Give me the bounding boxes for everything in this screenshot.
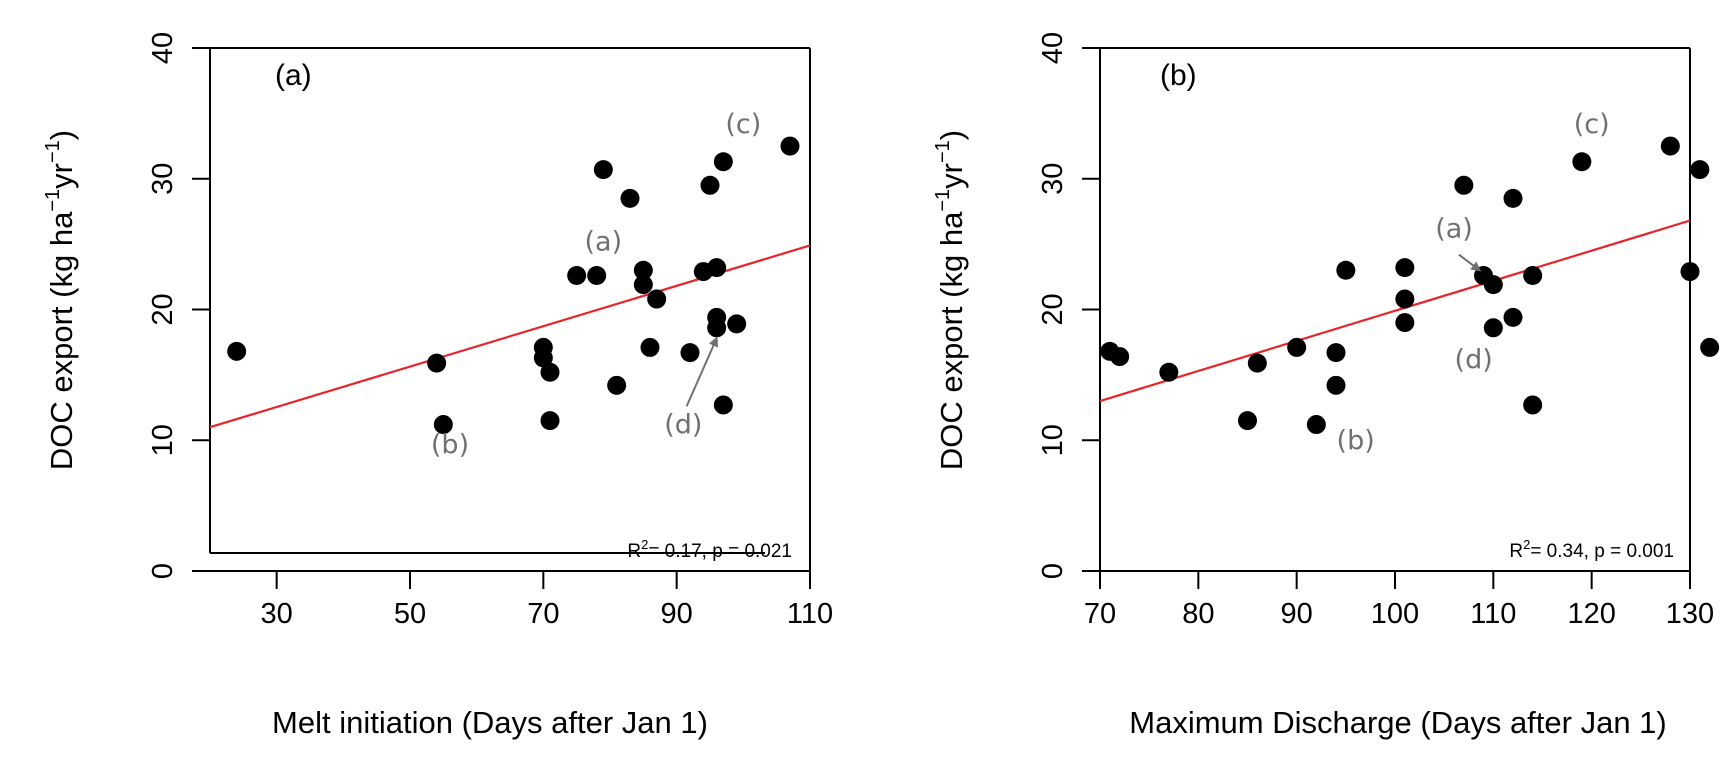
data-point xyxy=(1483,318,1503,338)
data-point xyxy=(227,341,247,361)
data-point xyxy=(1660,136,1680,156)
data-point xyxy=(1247,353,1267,373)
data-point xyxy=(1395,289,1415,309)
data-point xyxy=(700,175,720,195)
data-point xyxy=(1572,152,1592,172)
annotation-label: (b) xyxy=(431,429,469,460)
panel-a: 0 10 20 30 40 30 50 70 90 110 (a) (b) (c) (d) (a) R2… xyxy=(42,32,833,740)
data-point xyxy=(1110,347,1130,367)
data-point xyxy=(1326,343,1346,363)
data-point xyxy=(607,375,627,395)
annotation-label: (d) xyxy=(664,410,702,441)
data-point xyxy=(713,395,733,415)
x-tick-label: 130 xyxy=(1666,598,1714,630)
x-tick-label: 120 xyxy=(1567,598,1615,630)
y-tick-label: 30 xyxy=(1037,163,1069,195)
data-point xyxy=(587,266,607,286)
data-point xyxy=(680,343,700,363)
annotation-label: (d) xyxy=(1455,344,1493,375)
annotation-arrow xyxy=(1458,253,1482,272)
x-tick-label: 90 xyxy=(1281,598,1313,630)
data-point xyxy=(1238,411,1257,431)
data-point xyxy=(707,258,727,278)
annotation-label: (c) xyxy=(725,109,761,140)
data-point xyxy=(713,152,733,172)
x-axis-label-a: Melt initiation (Days after Jan 1) xyxy=(272,705,708,740)
data-point xyxy=(1483,275,1503,295)
annotation-label: (a) xyxy=(1435,214,1473,245)
data-point xyxy=(1287,337,1307,357)
data-point xyxy=(727,314,747,334)
x-tick-label: 110 xyxy=(787,598,833,630)
y-tick-label: 10 xyxy=(1037,424,1069,456)
y-tick-label: 40 xyxy=(147,32,179,64)
data-point xyxy=(427,353,447,373)
annotation-label: (a) xyxy=(585,227,623,258)
data-point xyxy=(1395,258,1415,278)
data-point xyxy=(1700,337,1720,357)
data-point xyxy=(540,362,560,382)
x-tick-label: 110 xyxy=(1470,598,1516,630)
panel-label-b: (b) xyxy=(1160,59,1197,92)
data-point xyxy=(1395,313,1415,333)
y-tick-label: 20 xyxy=(147,293,179,325)
data-point xyxy=(1326,375,1346,395)
data-point xyxy=(633,275,653,295)
panel-label-a: (a) xyxy=(275,59,312,92)
stat-text-b: R2= 0.34, p = 0.001 xyxy=(1509,537,1674,562)
y-tick-label: 40 xyxy=(1037,32,1069,64)
data-point xyxy=(540,411,560,431)
data-point xyxy=(1336,260,1356,280)
annotation-arrow xyxy=(685,336,719,407)
data-point xyxy=(1503,307,1523,327)
data-point xyxy=(633,260,653,280)
data-point xyxy=(620,188,640,208)
y-tick-label: 20 xyxy=(1037,293,1069,325)
stat-text-a: R2= 0.17, p = 0.021 xyxy=(627,537,792,562)
annotation-label: (c) xyxy=(1574,109,1610,140)
data-point xyxy=(640,337,660,357)
data-point xyxy=(707,318,727,338)
data-point xyxy=(1690,160,1710,180)
data-point xyxy=(1680,262,1700,282)
data-point xyxy=(647,289,667,309)
x-tick-label: 30 xyxy=(261,598,293,630)
x-axis-label-b: Maximum Discharge (Days after Jan 1) xyxy=(1129,705,1667,740)
data-point xyxy=(1503,188,1523,208)
data-point xyxy=(533,348,553,368)
data-point xyxy=(780,136,800,156)
x-tick-label: 50 xyxy=(394,598,426,630)
y-axis-label-b: DOC export (kg ha−1yr−1) xyxy=(932,130,969,470)
regression-line xyxy=(1099,219,1691,403)
y-tick-label: 0 xyxy=(1037,563,1069,579)
data-point xyxy=(593,160,613,180)
y-tick-label: 30 xyxy=(147,163,179,195)
annotation-label: (b) xyxy=(1337,425,1375,456)
y-tick-label: 0 xyxy=(147,563,179,579)
panel-b: 0 10 20 30 40 70 80 90 100 110 120 130 (a) (b) (c) (d)… xyxy=(932,32,1720,740)
y-axis-label-a: DOC export (kg ha−1yr−1) xyxy=(42,130,79,470)
data-point xyxy=(1523,395,1543,415)
data-point xyxy=(1306,415,1326,435)
y-tick-label: 10 xyxy=(147,424,179,456)
x-tick-label: 80 xyxy=(1182,598,1214,630)
data-point xyxy=(433,415,453,435)
x-tick-label: 100 xyxy=(1371,598,1419,630)
data-point xyxy=(1523,266,1543,286)
data-point xyxy=(567,266,587,286)
x-tick-label: 70 xyxy=(1084,598,1116,630)
data-point xyxy=(1159,362,1179,382)
data-point xyxy=(1454,175,1474,195)
x-tick-label: 90 xyxy=(661,598,693,630)
x-tick-label: 70 xyxy=(527,598,559,630)
